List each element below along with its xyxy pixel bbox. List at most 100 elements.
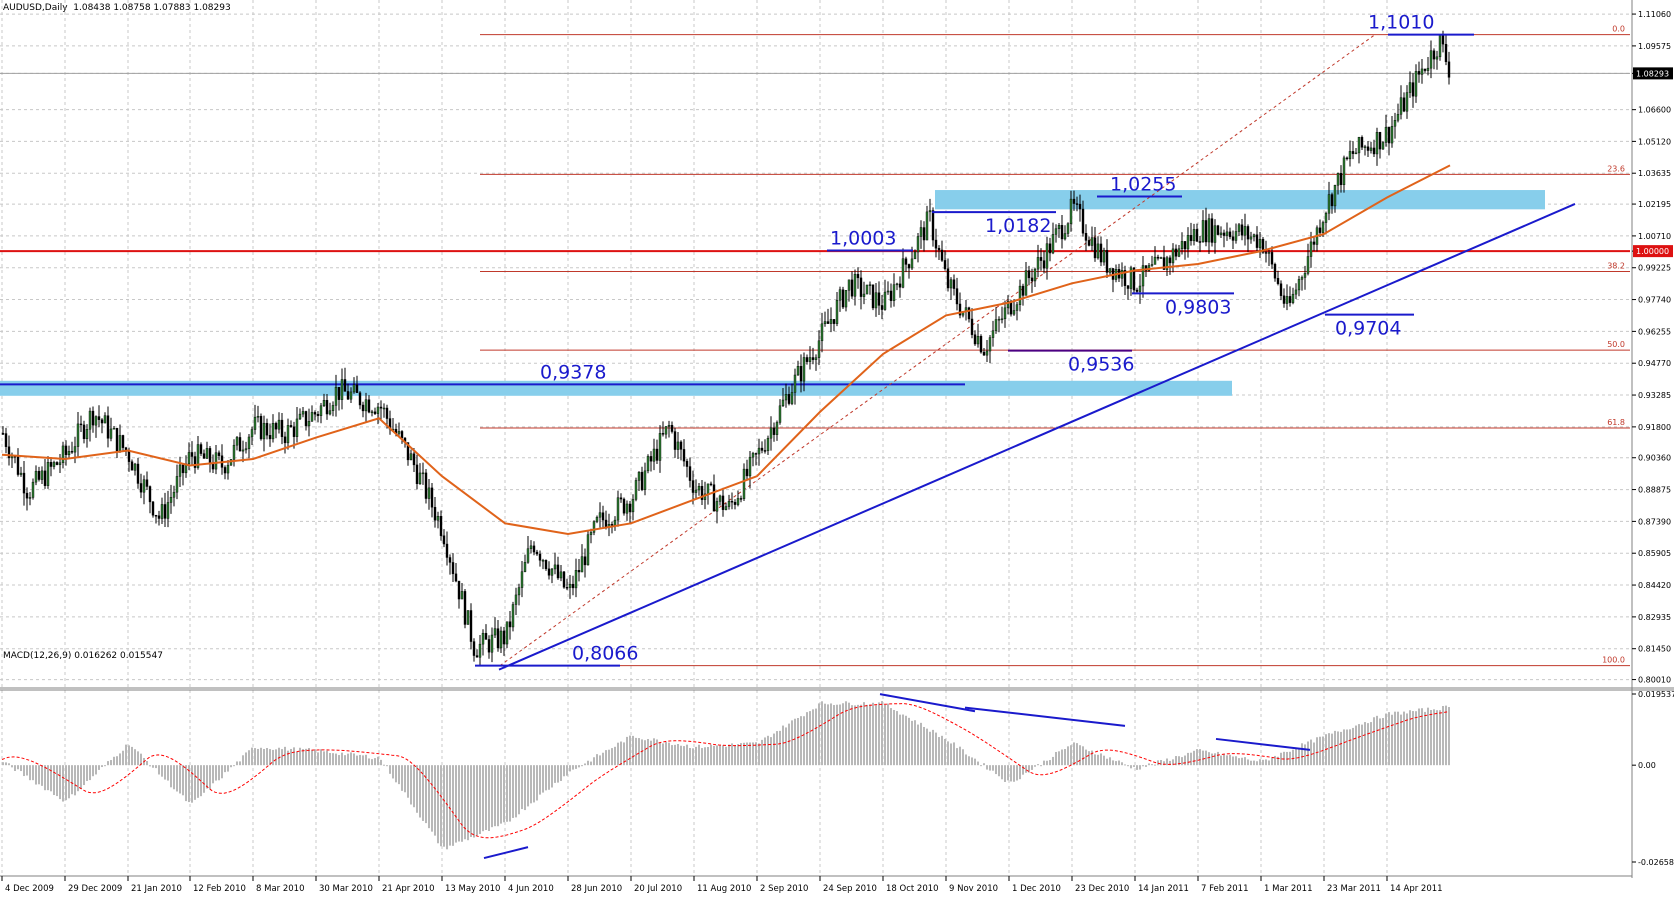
macd-bar — [611, 748, 613, 766]
macd-bar — [848, 702, 850, 766]
candle-body — [1411, 82, 1415, 97]
candle-body — [1066, 223, 1070, 234]
candle-body — [262, 422, 266, 440]
macd-bar — [1433, 709, 1435, 766]
macd-bar — [782, 725, 784, 766]
macd-bar — [74, 765, 76, 796]
macd-bar — [1253, 760, 1255, 766]
macd-bar — [446, 765, 448, 850]
macd-bar — [1262, 759, 1264, 766]
candle-body — [238, 437, 242, 452]
candle-body — [1339, 173, 1343, 186]
price-tick-label: 0.90360 — [1638, 454, 1671, 463]
price-tick-label: 0.81450 — [1638, 645, 1671, 654]
candle-body — [31, 481, 35, 498]
candle-body — [769, 427, 773, 439]
candle-body — [298, 413, 302, 420]
candle-body — [322, 400, 326, 407]
candle-body — [64, 445, 68, 456]
macd-bar — [1148, 763, 1150, 766]
macd-bar — [1421, 708, 1423, 766]
macd-bar — [890, 708, 892, 766]
candle-body — [934, 239, 938, 249]
price-tick-label: 0.91800 — [1638, 423, 1671, 432]
candle-body — [688, 466, 692, 481]
macd-bar — [1427, 707, 1429, 766]
macd-bar — [803, 716, 805, 766]
candle-body — [196, 444, 200, 468]
divergence-line — [964, 706, 1126, 727]
candle-body — [730, 501, 734, 503]
candle-body — [844, 290, 848, 308]
macd-bar — [716, 745, 718, 766]
macd-bar — [1169, 760, 1171, 766]
candle-body — [880, 305, 884, 310]
macd-bar — [1238, 758, 1240, 766]
candle-body — [757, 447, 761, 455]
macd-bar — [635, 737, 637, 766]
macd-bar — [1016, 765, 1018, 781]
candle-body — [1279, 283, 1283, 296]
macd-bar — [476, 765, 478, 836]
macd-bar — [467, 765, 469, 841]
candle-body — [106, 415, 110, 439]
candle-body — [514, 594, 518, 605]
macd-bar — [1019, 765, 1021, 780]
candle-body — [1345, 157, 1349, 160]
candle-body — [610, 524, 614, 526]
candle-body — [739, 498, 743, 500]
candle-body — [502, 630, 506, 645]
candle-body — [1423, 68, 1427, 71]
candle-body — [892, 284, 896, 301]
macd-bar — [1355, 725, 1357, 766]
macd-bar — [1331, 733, 1333, 766]
candle-body — [103, 415, 107, 424]
macd-bar — [1319, 736, 1321, 766]
macd-bar — [1178, 756, 1180, 766]
macd-bar — [1259, 759, 1261, 766]
candle-body — [553, 564, 557, 570]
macd-bar — [164, 765, 166, 780]
macd-bar — [350, 752, 352, 766]
macd-bar — [1382, 718, 1384, 766]
candle-body — [547, 568, 551, 576]
macd-bar — [326, 750, 328, 766]
macd-bar — [770, 737, 772, 766]
macd-bar — [1313, 742, 1315, 766]
candle-body — [676, 441, 680, 450]
macd-bar — [1124, 764, 1126, 766]
candle-body — [871, 284, 875, 309]
macd-bar — [623, 742, 625, 766]
macd-bar — [344, 755, 346, 766]
macd-bar — [248, 750, 250, 766]
candle-body — [139, 483, 143, 493]
macd-bar — [380, 759, 382, 766]
macd-bar — [740, 743, 742, 766]
macd-bar — [122, 750, 124, 766]
candle-body — [166, 502, 170, 519]
macd-bar — [749, 742, 751, 766]
macd-bar — [131, 746, 133, 766]
macd-bar — [296, 751, 298, 766]
macd-bar — [998, 765, 1000, 777]
candle-body — [7, 446, 11, 459]
candle-body — [967, 307, 971, 320]
candle-body — [682, 449, 686, 462]
macd-bar — [941, 735, 943, 766]
candle-body — [67, 451, 71, 456]
candle-body — [352, 384, 356, 393]
macd-bar — [842, 703, 844, 766]
candle-body — [1288, 296, 1292, 303]
macd-bar — [980, 765, 982, 767]
macd-bar — [29, 765, 31, 781]
candle-body — [1084, 233, 1088, 241]
macd-bar — [401, 765, 403, 791]
date-tick-label: 1 Dec 2010 — [1012, 884, 1061, 894]
macd-bar — [1295, 748, 1297, 766]
macd-bar — [665, 742, 667, 766]
macd-bar — [1349, 729, 1351, 766]
price-tick-label: 0.96255 — [1638, 327, 1671, 336]
macd-bar — [554, 765, 556, 783]
macd-signal-line — [1, 703, 1449, 839]
candle-body — [1105, 250, 1109, 273]
